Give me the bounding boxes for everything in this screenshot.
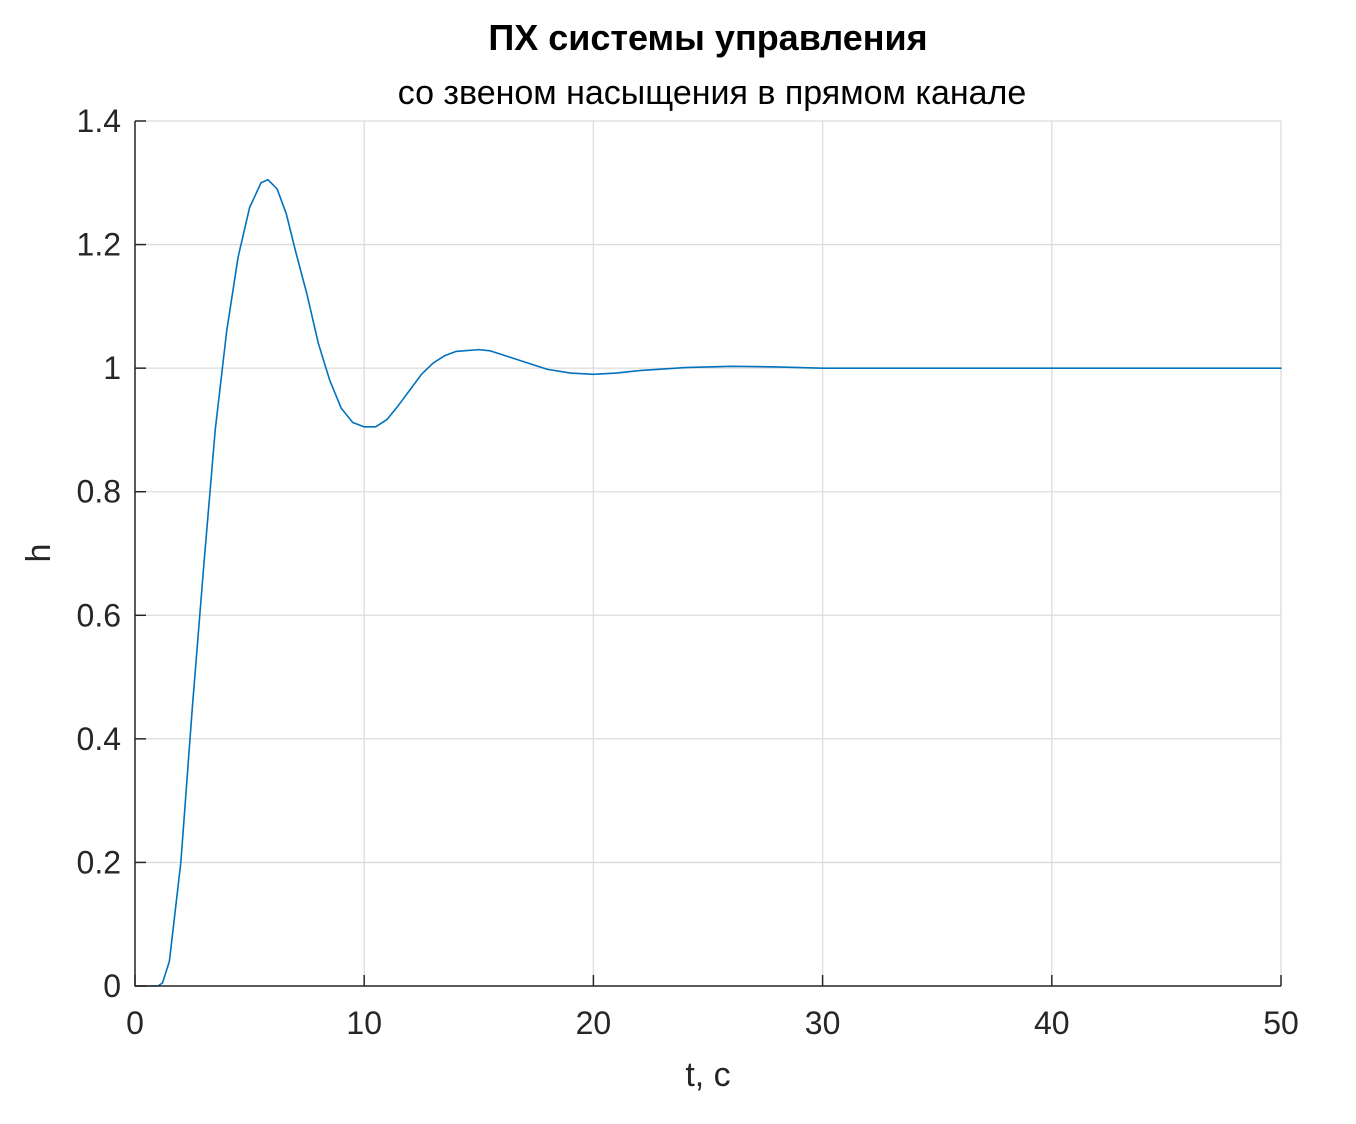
x-axis-label: t, с [685, 1056, 730, 1094]
y-tick-label: 1.4 [77, 103, 121, 139]
y-axis-label: h [20, 544, 58, 563]
chart-subtitle: со звеном насыщения в прямом канале [398, 74, 1027, 112]
x-tick-label: 30 [805, 1005, 841, 1041]
y-tick-label: 0.8 [77, 474, 121, 510]
x-tick-label: 0 [126, 1005, 144, 1041]
series-line [134, 178, 1282, 987]
y-tick-label: 1.2 [77, 227, 121, 263]
y-tick-label: 0.4 [77, 721, 121, 757]
chart-title: ПХ системы управления [488, 17, 927, 58]
tick-labels: 0 10 20 30 40 50 0 0.2 0.4 0.6 0.8 1 1.2 1.4 [77, 103, 1299, 1041]
x-tick-label: 40 [1034, 1005, 1070, 1041]
axes [134, 120, 1282, 987]
x-tick-label: 10 [346, 1005, 382, 1041]
y-tick-label: 1 [103, 350, 121, 386]
x-tick-label: 20 [576, 1005, 612, 1041]
x-tick-label: 50 [1263, 1005, 1299, 1041]
grid [134, 120, 1282, 987]
y-tick-label: 0.2 [77, 844, 121, 880]
y-tick-label: 0.6 [77, 597, 121, 633]
series-layer [134, 178, 1282, 987]
y-tick-label: 0 [103, 968, 121, 1004]
